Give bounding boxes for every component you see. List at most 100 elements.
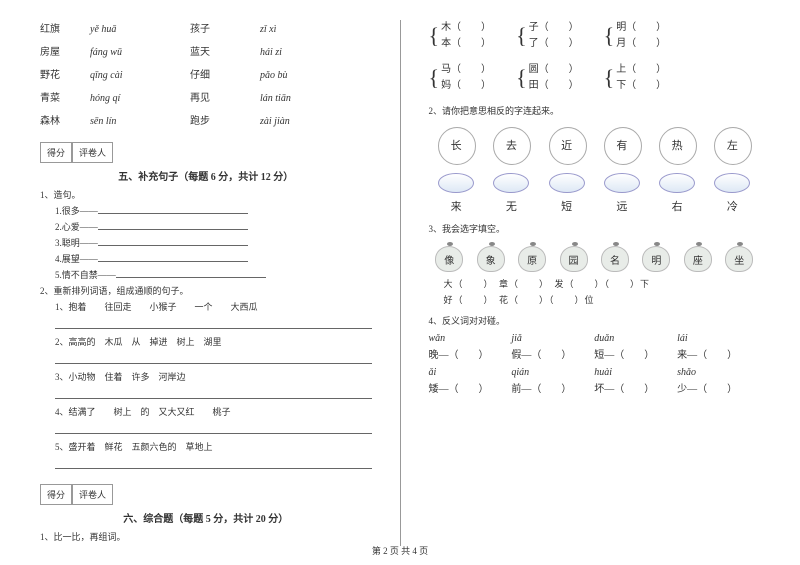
section-6-title: 六、综合题（每题 5 分，共计 20 分） xyxy=(40,510,372,525)
brace-icon: { xyxy=(429,23,440,49)
bracket-item: 了（ ） xyxy=(529,36,579,52)
splash-icon xyxy=(604,173,640,193)
pinyin-matching: 红旗yě huā孩子zǐ xì 房屋fáng wū蓝天hái zi 野花qīng c… xyxy=(40,20,372,127)
brace-icon: { xyxy=(429,65,440,91)
hanzi: 房屋 xyxy=(40,43,90,58)
hanzi: 仔细 xyxy=(190,66,260,81)
hanzi: 孩子 xyxy=(190,20,260,35)
pinyin: hóng qí xyxy=(90,93,190,104)
answer-line[interactable] xyxy=(55,354,372,364)
pinyin-row: 房屋fáng wū蓝天hái zi xyxy=(40,43,372,58)
brace-icon: { xyxy=(604,65,615,91)
left-column: 红旗yě huā孩子zǐ xì 房屋fáng wū蓝天hái zi 野花qīng c… xyxy=(40,20,372,546)
apple-body: 座 xyxy=(684,246,712,272)
match-char: 冷 xyxy=(727,198,738,214)
bracket-group: {明（ ）月（ ） xyxy=(604,20,667,52)
antonym-text: 坏—（ ） xyxy=(594,384,654,395)
match-char: 右 xyxy=(672,198,683,214)
hanzi: 再见 xyxy=(190,89,260,104)
worksheet-page: 红旗yě huā孩子zǐ xì 房屋fáng wū蓝天hái zi 野花qīng c… xyxy=(40,20,760,546)
bracket-item: 明（ ） xyxy=(616,20,666,36)
page-footer: 第 2 页 共 4 页 xyxy=(0,544,800,557)
pinyin: yě huā xyxy=(90,24,190,35)
pinyin: sēn lín xyxy=(90,116,190,127)
q2-item: 5、盛开着 鲜花 五颜六色的 草地上 xyxy=(55,440,372,453)
q3-right: 3、我会选字填空。 xyxy=(429,222,761,235)
pinyin-row: 红旗yě huā孩子zǐ xì xyxy=(40,20,372,35)
splash-row xyxy=(429,173,761,193)
antonym-text: 来—（ ） xyxy=(677,350,737,361)
answer-line[interactable] xyxy=(55,424,372,434)
q1-item: 5.情不自禁—— xyxy=(55,268,372,281)
splash-icon xyxy=(659,173,695,193)
apple-body: 原 xyxy=(518,246,546,272)
antonym-pinyin: shǎo xyxy=(677,367,760,378)
pinyin: fáng wū xyxy=(90,47,190,58)
q4-right: 4、反义词对对碰。 xyxy=(429,314,761,327)
antonym-item: jiǎ假—（ ） xyxy=(511,333,594,361)
fill-1: 大（ ） 章（ ） 发（ ）（ ）下 xyxy=(444,277,761,290)
antonym-pinyin: qián xyxy=(511,367,594,378)
score-label: 得分 xyxy=(40,142,72,163)
antonym-pinyin: jiǎ xyxy=(511,333,594,344)
q1-item: 1.很多—— xyxy=(55,204,372,217)
blank-line[interactable] xyxy=(116,268,266,278)
match-char: 远 xyxy=(616,198,627,214)
blank-line[interactable] xyxy=(98,204,248,214)
hanzi: 野花 xyxy=(40,66,90,81)
bracket-item: 子（ ） xyxy=(529,20,579,36)
q1-item: 3.聪明—— xyxy=(55,236,372,249)
match-char: 来 xyxy=(451,198,462,214)
bracket-group: {圆（ ）田（ ） xyxy=(516,62,579,94)
blank-line[interactable] xyxy=(98,252,248,262)
antonym-pinyin: ǎi xyxy=(429,367,512,378)
section-5-title: 五、补充句子（每题 6 分，共计 12 分） xyxy=(40,168,372,183)
antonym-pinyin: huài xyxy=(594,367,677,378)
match-char: 无 xyxy=(506,198,517,214)
apple-body: 象 xyxy=(477,246,505,272)
pinyin-row: 森林sēn lín跑步zài jiàn xyxy=(40,112,372,127)
antonym-item: duǎn短—（ ） xyxy=(594,333,677,361)
fill-2: 好（ ） 花（ ）（ ）位 xyxy=(444,293,761,306)
bracket-item: 木（ ） xyxy=(441,20,491,36)
bracket-item: 田（ ） xyxy=(529,78,579,94)
score-label: 得分 xyxy=(40,484,72,505)
answer-line[interactable] xyxy=(55,389,372,399)
apple-char: 名 xyxy=(599,240,631,272)
blank-line[interactable] xyxy=(98,220,248,230)
apple-char: 坐 xyxy=(723,240,755,272)
bracket-group: {上（ ）下（ ） xyxy=(604,62,667,94)
right-column: {木（ ）本（ ）{子（ ）了（ ）{明（ ）月（ ）{马（ ）妈（ ）{圆（ … xyxy=(429,20,761,546)
q2-title: 2、重新排列词语，组成通顺的句子。 xyxy=(40,284,372,297)
score-box-5: 得分 评卷人 xyxy=(40,142,372,163)
antonym-text: 晚—（ ） xyxy=(429,350,489,361)
antonym-text: 前—（ ） xyxy=(511,384,571,395)
blank-line[interactable] xyxy=(98,236,248,246)
bracket-item: 妈（ ） xyxy=(441,78,491,94)
apple-body: 像 xyxy=(435,246,463,272)
flower-char: 近 xyxy=(549,127,585,163)
hanzi: 跑步 xyxy=(190,112,260,127)
antonym-row: wǎn晚—（ ）jiǎ假—（ ）duǎn短—（ ）lái来—（ ） xyxy=(429,333,761,361)
grader-label: 评卷人 xyxy=(72,484,113,505)
flower-row: 长去近有热左 xyxy=(429,127,761,163)
q2-right: 2、请你把意思相反的字连起来。 xyxy=(429,104,761,117)
char-row: 来无短远右冷 xyxy=(429,198,761,214)
apple-body: 坐 xyxy=(725,246,753,272)
brace-icon: { xyxy=(604,23,615,49)
antonym-item: ǎi矮—（ ） xyxy=(429,367,512,395)
answer-line[interactable] xyxy=(55,319,372,329)
splash-icon xyxy=(549,173,585,193)
q1-title: 1、造句。 xyxy=(40,188,372,201)
q1-item: 4.展望—— xyxy=(55,252,372,265)
q2-item: 2、高高的 木瓜 从 掉进 树上 湖里 xyxy=(55,335,372,348)
apple-char: 像 xyxy=(433,240,465,272)
bracket-item: 上（ ） xyxy=(616,62,666,78)
apple-body: 明 xyxy=(642,246,670,272)
answer-line[interactable] xyxy=(55,459,372,469)
pinyin-row: 野花qīng cài仔细pǎo bù xyxy=(40,66,372,81)
apple-char: 明 xyxy=(640,240,672,272)
pinyin: hái zi xyxy=(260,47,282,58)
splash-icon xyxy=(714,173,750,193)
bracket-item: 马（ ） xyxy=(441,62,491,78)
